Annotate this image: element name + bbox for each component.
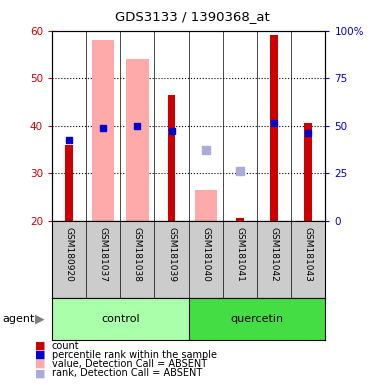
Bar	[65, 145, 73, 221]
Bar	[52, 298, 189, 340]
Text: control: control	[101, 314, 140, 324]
Bar	[236, 218, 244, 221]
Text: ▶: ▶	[35, 312, 44, 325]
Text: ■: ■	[35, 341, 45, 351]
Text: GSM181040: GSM181040	[201, 227, 210, 282]
Bar	[195, 190, 217, 221]
Text: GSM181039: GSM181039	[167, 227, 176, 282]
Bar	[305, 123, 312, 221]
Text: GSM180920: GSM180920	[65, 227, 74, 282]
Text: ■: ■	[35, 368, 45, 378]
Text: rank, Detection Call = ABSENT: rank, Detection Call = ABSENT	[52, 368, 202, 378]
Text: GSM181041: GSM181041	[235, 227, 244, 282]
Bar	[270, 35, 278, 221]
Text: GSM181043: GSM181043	[304, 227, 313, 282]
Text: count: count	[52, 341, 80, 351]
Bar	[126, 59, 149, 221]
Text: ■: ■	[35, 359, 45, 369]
Bar	[168, 95, 175, 221]
Text: GSM181042: GSM181042	[270, 227, 279, 282]
Bar	[189, 298, 325, 340]
Text: ■: ■	[35, 350, 45, 360]
Text: GDS3133 / 1390368_at: GDS3133 / 1390368_at	[115, 10, 270, 23]
Text: percentile rank within the sample: percentile rank within the sample	[52, 350, 217, 360]
Bar	[92, 40, 114, 221]
Text: agent: agent	[2, 314, 34, 324]
Text: quercetin: quercetin	[231, 314, 283, 324]
Text: GSM181038: GSM181038	[133, 227, 142, 282]
Text: value, Detection Call = ABSENT: value, Detection Call = ABSENT	[52, 359, 207, 369]
Text: GSM181037: GSM181037	[99, 227, 108, 282]
